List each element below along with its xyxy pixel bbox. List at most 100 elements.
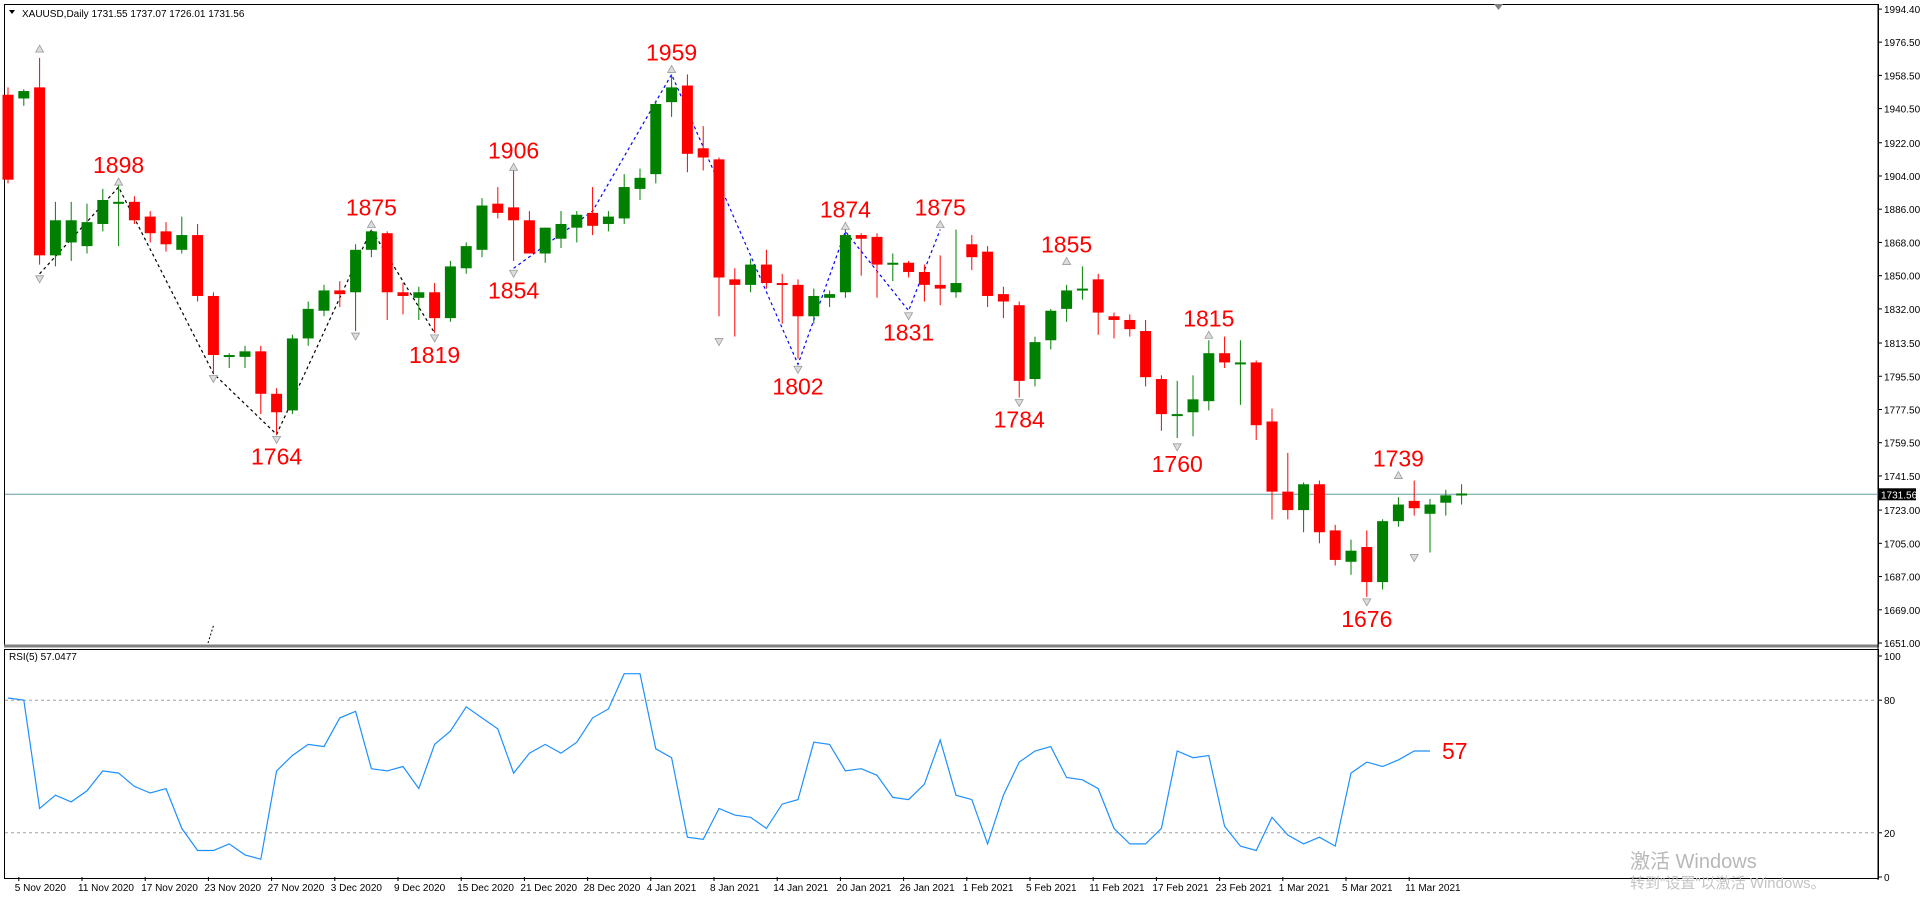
candle xyxy=(713,157,725,317)
candle xyxy=(1171,380,1183,439)
swing-arrow-icon xyxy=(903,312,914,321)
candle xyxy=(34,57,46,265)
collapse-arrow-icon[interactable] xyxy=(1494,4,1503,10)
candle-body xyxy=(1234,362,1246,365)
candle-body xyxy=(792,284,804,317)
candle-body xyxy=(444,266,456,319)
date-tick-label: 3 Dec 2020 xyxy=(331,883,383,894)
candle xyxy=(997,286,1009,319)
candle xyxy=(745,259,757,293)
candle xyxy=(839,229,851,298)
candle-body xyxy=(1440,495,1452,503)
swing-arrow-icon xyxy=(840,221,851,230)
rsi-tick-label: 20 xyxy=(1884,829,1896,840)
candle-body xyxy=(334,290,346,295)
candle xyxy=(2,87,14,184)
candle-body xyxy=(523,220,535,254)
candle xyxy=(350,244,362,332)
candle-body xyxy=(128,201,140,221)
candle xyxy=(1187,375,1199,437)
candle xyxy=(1061,284,1073,322)
candle-body xyxy=(903,262,915,272)
candle xyxy=(1140,319,1152,387)
date-tick-label: 5 Nov 2020 xyxy=(15,883,67,894)
candle xyxy=(918,264,930,302)
swing-arrow-icon xyxy=(508,162,519,171)
candle-body xyxy=(413,292,425,298)
price-tick-label: 1904.00 xyxy=(1884,172,1920,183)
candle-body xyxy=(1203,353,1215,402)
candle-body xyxy=(239,351,251,357)
candle-body xyxy=(1219,353,1231,363)
candle-body xyxy=(1424,504,1436,514)
candle xyxy=(1282,452,1294,520)
header-dropdown-icon[interactable] xyxy=(9,10,15,14)
candle-body xyxy=(1282,491,1294,511)
candle-body xyxy=(271,393,283,413)
price-tick-label: 1850.00 xyxy=(1884,272,1920,283)
candle-body xyxy=(65,220,77,243)
symbol-header: XAUUSD,Daily 1731.55 1737.07 1726.01 173… xyxy=(22,9,245,20)
date-tick-label: 27 Nov 2020 xyxy=(268,883,325,894)
candle xyxy=(318,284,330,317)
candle-body xyxy=(1092,279,1104,313)
candle-body xyxy=(729,279,741,285)
rsi-header: RSI(5) 57.0477 xyxy=(9,652,77,663)
candle-body xyxy=(1361,547,1373,583)
swing-arrow-icon xyxy=(508,269,519,279)
candle xyxy=(666,74,678,117)
candle xyxy=(207,292,219,374)
candle xyxy=(160,222,172,252)
candle xyxy=(18,89,30,106)
candle-body xyxy=(49,220,61,256)
candle-body xyxy=(681,85,693,154)
candle xyxy=(1329,524,1341,566)
candle-body xyxy=(144,216,156,234)
candle-body xyxy=(1377,521,1389,583)
price-tick-label: 1976.50 xyxy=(1884,38,1920,49)
swing-arrow-icon xyxy=(666,64,677,73)
zigzag-fragment xyxy=(207,623,215,644)
candle xyxy=(144,211,156,243)
candle xyxy=(1092,273,1104,335)
candle xyxy=(49,201,61,267)
candle xyxy=(1345,539,1357,575)
candle xyxy=(1377,519,1389,590)
date-tick-label: 21 Dec 2020 xyxy=(520,883,577,894)
swing-markers: 1898 1764 1875 1819 1906 1854 1959 1802 1874 1831… xyxy=(34,39,1424,632)
price-tick-label: 1795.50 xyxy=(1884,372,1920,383)
date-tick-label: 28 Dec 2020 xyxy=(584,883,641,894)
swing-arrow-icon xyxy=(113,177,124,186)
candle xyxy=(492,187,504,219)
rsi-last-value-label: 57 xyxy=(1442,738,1468,764)
candle-body xyxy=(650,103,662,175)
candle-body xyxy=(1187,399,1199,413)
swing-arrow-icon xyxy=(271,436,282,445)
price-tick-label: 1669.00 xyxy=(1884,606,1920,617)
main-plot-frame xyxy=(4,4,1879,646)
candle-body xyxy=(934,284,946,289)
candle-body xyxy=(97,199,109,224)
swing-arrow-icon xyxy=(935,219,945,228)
rsi-tick-label: 80 xyxy=(1884,696,1896,707)
candle xyxy=(365,229,377,258)
candle xyxy=(855,233,867,276)
candle-body xyxy=(113,201,125,204)
candle xyxy=(650,100,662,184)
candle xyxy=(681,74,693,173)
candle xyxy=(334,281,346,308)
candle xyxy=(571,211,583,243)
candle-body xyxy=(1029,342,1041,380)
swing-price-label: 1906 xyxy=(488,137,539,163)
rsi-plot-frame xyxy=(4,649,1879,879)
date-tick-label: 1 Mar 2021 xyxy=(1279,883,1330,894)
price-tick-label: 1687.00 xyxy=(1884,573,1920,584)
candle xyxy=(413,286,425,320)
candle-body xyxy=(286,338,298,411)
date-tick-label: 11 Mar 2021 xyxy=(1405,883,1461,894)
candle-body xyxy=(982,251,994,296)
swing-price-label: 1819 xyxy=(409,342,460,368)
swing-arrow-icon xyxy=(34,275,45,284)
